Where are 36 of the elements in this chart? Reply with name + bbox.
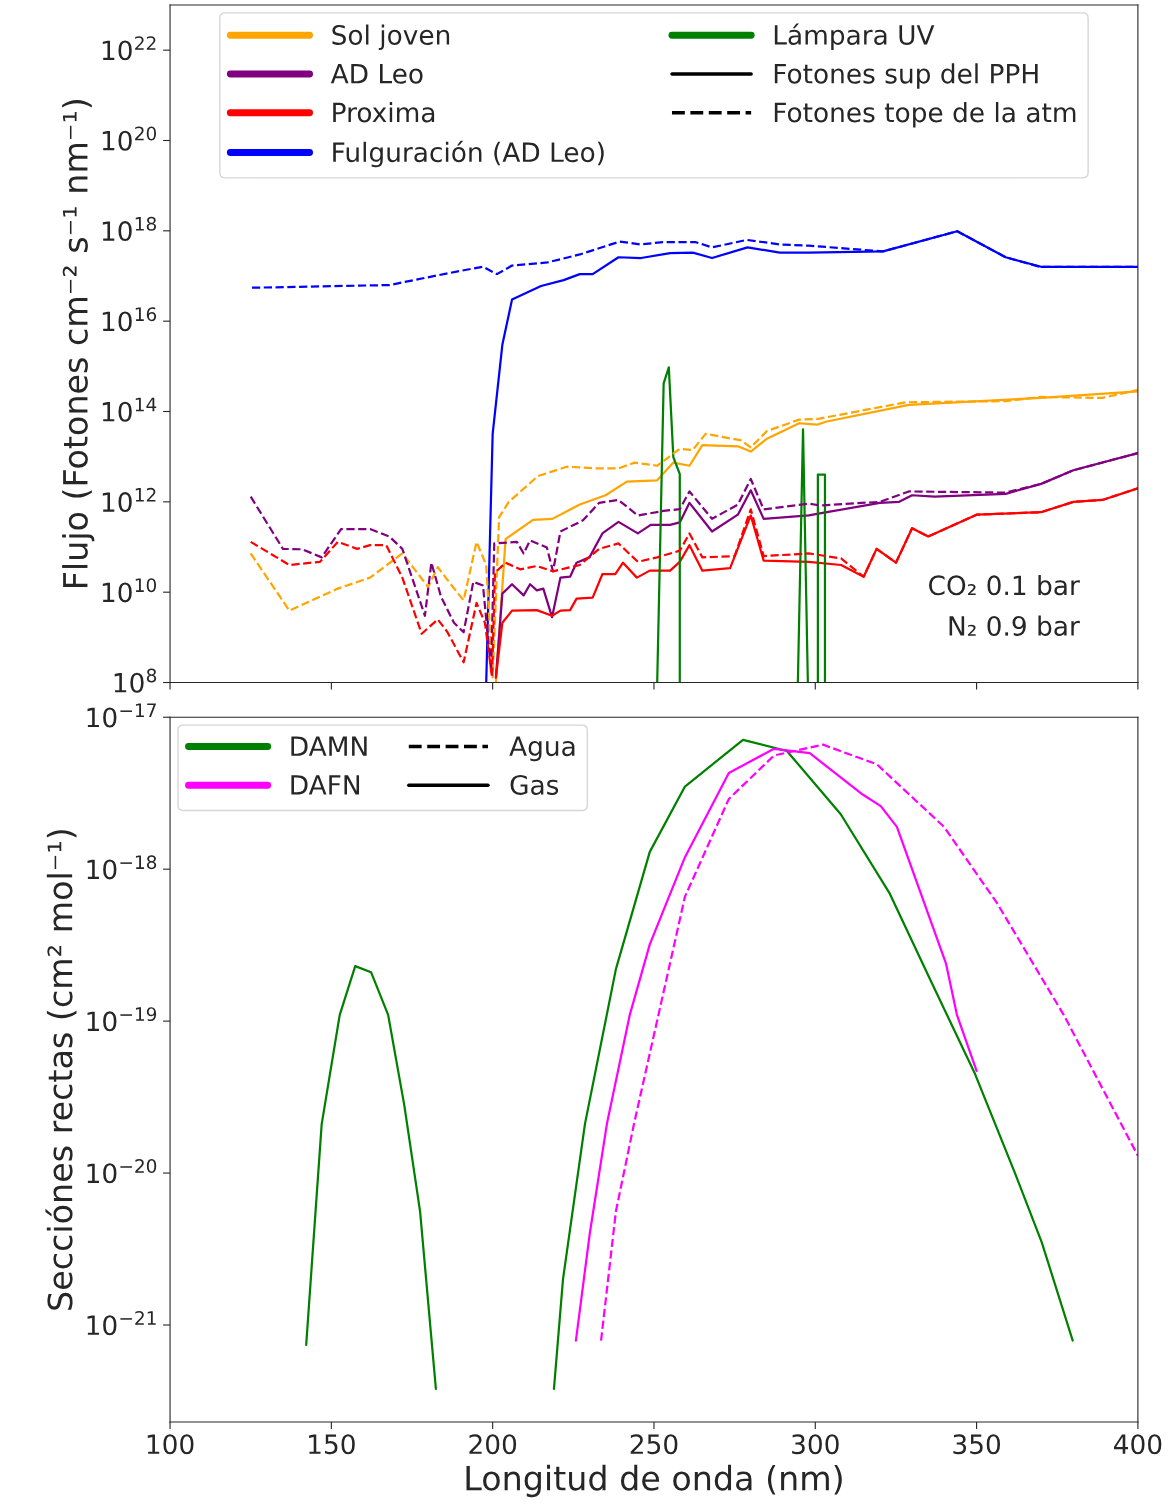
- y-tick-label: 10$^{8}$: [114, 668, 157, 693]
- legend-label: Proxima: [333, 101, 435, 123]
- legend-label: Fulguración (AD Leo): [333, 140, 604, 168]
- legend-label: AD Leo: [330, 64, 423, 84]
- y-axis-title: Flujo (Fotones cm⁻² s⁻¹ nm⁻¹): [62, 100, 95, 588]
- x-tick-label: 400: [1114, 1434, 1162, 1455]
- y-tick-label: 10$^{18}$: [102, 216, 156, 242]
- x-tick-label: 200: [469, 1434, 517, 1455]
- y-tick-label: 10$^{−17}$: [87, 703, 156, 728]
- y-tick-label: 10$^{−18}$: [87, 855, 157, 880]
- y-tick-label: 10$^{−21}$: [87, 1311, 156, 1336]
- y-tick-label: 10$^{14}$: [102, 397, 157, 422]
- legend-label: Gas: [510, 774, 559, 795]
- annotation: N₂ 0.9 bar: [949, 615, 1080, 636]
- y-axis-title: Secciónes rectas (cm² mol⁻¹): [45, 830, 77, 1310]
- y-tick-label: 10$^{12}$: [102, 487, 156, 513]
- y-tick-label: 10$^{10}$: [102, 578, 157, 603]
- y-tick-label: 10$^{20}$: [102, 126, 157, 151]
- y-tick-label: 10$^{22}$: [102, 36, 156, 61]
- legend-label: Fotones sup del PPH: [774, 63, 1038, 89]
- annotation: CO₂ 0.1 bar: [929, 574, 1080, 596]
- x-tick-label: 150: [309, 1434, 355, 1455]
- y-tick-label: 10$^{−19}$: [87, 1007, 157, 1032]
- legend-label: Fotones tope de la atm: [774, 101, 1076, 128]
- legend-label: DAMN: [291, 736, 367, 756]
- x-axis-title: Longitud de onda (nm): [466, 1464, 842, 1498]
- legend-label: Lámpara UV: [774, 23, 935, 51]
- y-tick-label: 10$^{16}$: [102, 307, 157, 332]
- x-tick-label: 250: [630, 1434, 678, 1455]
- x-tick-label: 300: [792, 1434, 839, 1455]
- x-tick-label: 100: [147, 1434, 194, 1455]
- legend-label: Sol joven: [332, 24, 450, 51]
- legend-label: DAFN: [291, 775, 360, 795]
- legend-label: Agua: [509, 736, 575, 762]
- x-tick-label: 350: [953, 1434, 1001, 1455]
- y-tick-label: 10$^{−20}$: [87, 1159, 157, 1184]
